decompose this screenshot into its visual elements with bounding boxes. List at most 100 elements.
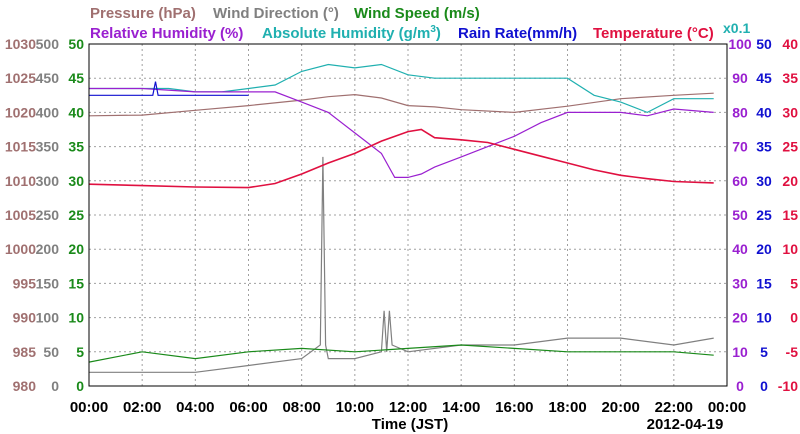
x-axis-labels: 00:00 02:00 04:00 06:00 08:00 10:00 12:00 14:00… bbox=[70, 399, 746, 416]
wind-direction-tick: 250 bbox=[36, 207, 60, 223]
series-line-wind-direction bbox=[89, 156, 714, 373]
series-line-absolute-humidity bbox=[89, 63, 714, 114]
time-tick: 04:00 bbox=[176, 399, 214, 416]
wind-speed-tick: 10 bbox=[68, 310, 84, 326]
legend-pressure: Pressure (hPa) bbox=[90, 5, 196, 22]
humidity-tick: 100 bbox=[728, 36, 752, 52]
rain-rate-tick: 40 bbox=[756, 104, 772, 120]
pressure-tick: 980 bbox=[13, 378, 37, 394]
ah-scale-label: x0.1 bbox=[723, 20, 750, 36]
wind-speed-tick: 20 bbox=[68, 241, 84, 257]
wind-direction-tick: 500 bbox=[36, 36, 60, 52]
rain-rate-tick: 5 bbox=[760, 344, 768, 360]
legend-wind-speed: Wind Speed (m/s) bbox=[354, 5, 480, 22]
wind-direction-tick: 100 bbox=[36, 310, 60, 326]
wind-direction-tick: 400 bbox=[36, 104, 60, 120]
wind-speed-tick: 40 bbox=[68, 104, 84, 120]
humidity-tick: 70 bbox=[732, 139, 748, 155]
time-tick: 10:00 bbox=[336, 399, 374, 416]
legend-absolute-humidity: Absolute Humidity (g/m3) bbox=[262, 24, 441, 42]
time-tick: 16:00 bbox=[495, 399, 533, 416]
temperature-tick: 25 bbox=[782, 139, 798, 155]
pressure-tick: 1000 bbox=[5, 241, 36, 257]
temperature-tick: 35 bbox=[782, 70, 798, 86]
temperature-tick: 40 bbox=[782, 36, 798, 52]
humidity-tick: 20 bbox=[732, 310, 748, 326]
wind-speed-tick: 30 bbox=[68, 173, 84, 189]
time-tick: 12:00 bbox=[389, 399, 427, 416]
time-tick: 18:00 bbox=[548, 399, 586, 416]
pressure-tick: 1015 bbox=[5, 139, 36, 155]
legend-temperature: Temperature (°C) bbox=[593, 25, 714, 42]
plot-frame bbox=[88, 43, 728, 387]
time-tick: 22:00 bbox=[655, 399, 693, 416]
humidity-tick: 40 bbox=[732, 241, 748, 257]
time-tick: 02:00 bbox=[123, 399, 161, 416]
pressure-tick: 1005 bbox=[5, 207, 36, 223]
time-tick: 20:00 bbox=[601, 399, 639, 416]
pressure-tick: 985 bbox=[13, 344, 37, 360]
wind-speed-tick: 0 bbox=[76, 378, 84, 394]
wind-speed-tick: 50 bbox=[68, 36, 84, 52]
wind-direction-tick: 200 bbox=[36, 241, 60, 257]
wind-direction-tick: 0 bbox=[51, 378, 59, 394]
legend-absolute-humidity-prefix: Absolute Humidity (g/m bbox=[262, 25, 430, 42]
rain-rate-tick: 30 bbox=[756, 173, 772, 189]
wind-speed-tick: 25 bbox=[68, 207, 84, 223]
rain-rate-tick: 25 bbox=[756, 207, 772, 223]
humidity-tick: 10 bbox=[732, 344, 748, 360]
time-tick: 08:00 bbox=[282, 399, 320, 416]
rain-rate-tick: 45 bbox=[756, 70, 772, 86]
pressure-tick: 995 bbox=[13, 275, 37, 291]
pressure-tick: 1025 bbox=[5, 70, 36, 86]
legend-relative-humidity: Relative Humidity (%) bbox=[90, 25, 243, 42]
temperature-tick: 20 bbox=[782, 173, 798, 189]
rain-rate-tick: 50 bbox=[756, 36, 772, 52]
rain-rate-tick: 20 bbox=[756, 241, 772, 257]
legend-absolute-humidity-suffix: ) bbox=[436, 25, 441, 42]
time-tick: 00:00 bbox=[70, 399, 108, 416]
date-label: 2012-04-19 bbox=[647, 416, 724, 433]
wind-direction-tick: 50 bbox=[43, 344, 59, 360]
pressure-tick: 990 bbox=[13, 310, 37, 326]
y-axis-labels: 1030102510201015101010051000995990985980… bbox=[5, 36, 798, 394]
wind-speed-tick: 5 bbox=[76, 344, 84, 360]
temperature-tick: 5 bbox=[790, 275, 798, 291]
series-line-rain-rate bbox=[89, 81, 249, 96]
series-line-relative-humidity bbox=[89, 87, 714, 178]
wind-speed-tick: 15 bbox=[68, 275, 84, 291]
wind-direction-tick: 350 bbox=[36, 139, 60, 155]
rain-rate-tick: 10 bbox=[756, 310, 772, 326]
pressure-tick: 1030 bbox=[5, 36, 36, 52]
humidity-tick: 60 bbox=[732, 173, 748, 189]
series-line-pressure bbox=[88, 92, 714, 117]
wind-direction-tick: 150 bbox=[36, 275, 60, 291]
legend-rain-rate: Rain Rate(mm/h) bbox=[458, 25, 577, 42]
rain-rate-tick: 15 bbox=[756, 275, 772, 291]
legend-absolute-humidity-sup: 3 bbox=[430, 24, 436, 35]
legend-wind-direction: Wind Direction (°) bbox=[213, 5, 339, 22]
x-axis-title: Time (JST) bbox=[372, 416, 448, 433]
temperature-tick: 0 bbox=[790, 310, 798, 326]
wind-speed-tick: 35 bbox=[68, 139, 84, 155]
pressure-tick: 1010 bbox=[5, 173, 36, 189]
humidity-tick: 90 bbox=[732, 70, 748, 86]
series-line-wind-speed bbox=[88, 344, 714, 363]
time-tick: 06:00 bbox=[229, 399, 267, 416]
temperature-tick: 10 bbox=[782, 241, 798, 257]
temperature-tick: 30 bbox=[782, 104, 798, 120]
time-tick: 14:00 bbox=[442, 399, 480, 416]
legend: Pressure (hPa) Wind Direction (°) Wind S… bbox=[90, 5, 750, 42]
temperature-tick: 15 bbox=[782, 207, 798, 223]
gridlines bbox=[88, 43, 728, 387]
rain-rate-tick: 35 bbox=[756, 139, 772, 155]
time-tick: 00:00 bbox=[708, 399, 746, 416]
humidity-tick: 50 bbox=[732, 207, 748, 223]
wind-direction-tick: 450 bbox=[36, 70, 60, 86]
humidity-tick: 30 bbox=[732, 275, 748, 291]
temperature-tick: -10 bbox=[778, 378, 798, 394]
rain-rate-tick: 0 bbox=[760, 378, 768, 394]
temperature-tick: -5 bbox=[786, 344, 799, 360]
